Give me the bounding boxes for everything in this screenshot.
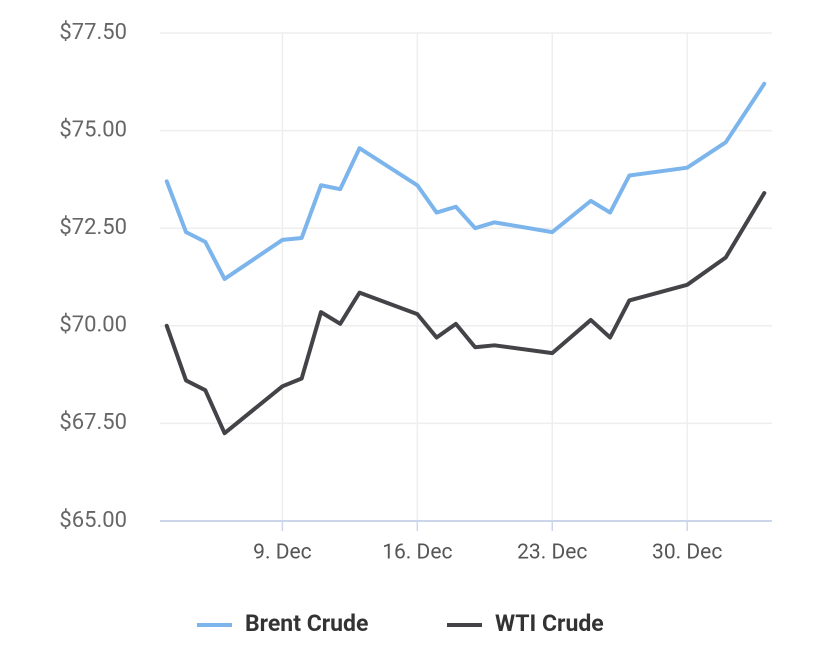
- x-tick-label: 23. Dec: [517, 541, 587, 565]
- y-tick-label: $75.00: [59, 117, 127, 142]
- series-line: [164, 81, 767, 281]
- x-tick-label: 16. Dec: [382, 541, 452, 565]
- legend-item[interactable]: Brent Crude: [197, 610, 368, 637]
- y-tick-label: $70.00: [59, 313, 127, 338]
- legend-label: WTI Crude: [495, 610, 604, 637]
- legend-label: Brent Crude: [245, 610, 368, 637]
- series-line: [164, 191, 767, 436]
- x-tick-label: 30. Dec: [652, 541, 722, 565]
- legend-item[interactable]: WTI Crude: [447, 610, 604, 637]
- x-tick-label: 9. Dec: [253, 541, 311, 565]
- y-tick-label: $67.50: [59, 410, 127, 435]
- y-tick-label: $65.00: [59, 508, 127, 533]
- y-tick-label: $72.50: [59, 215, 127, 240]
- y-tick-label: $77.50: [59, 20, 127, 45]
